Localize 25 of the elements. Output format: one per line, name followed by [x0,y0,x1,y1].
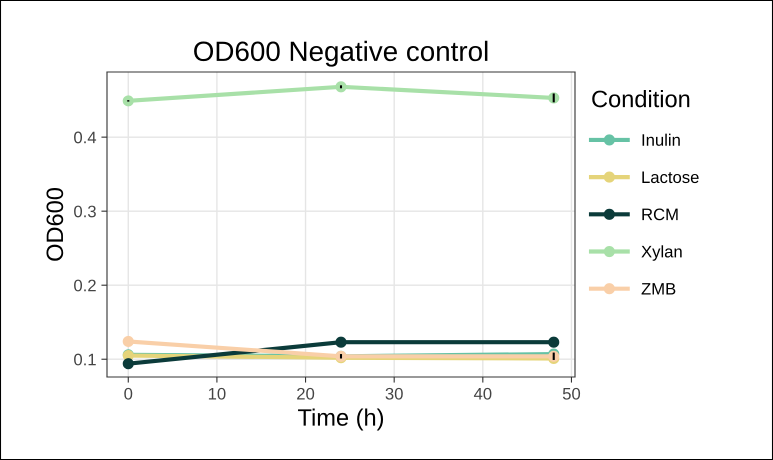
point [122,336,134,348]
x-tick-label: 0 [124,388,132,400]
x-axis-title: Time (h) [298,408,384,431]
x-tick-label: 30 [386,388,403,400]
x-tick-label: 40 [474,388,492,400]
point [335,81,347,92]
legend-label: Xylan [641,245,682,261]
legend-title: Condition [592,90,690,108]
y-tick-label: 0.4 [74,132,96,144]
x-tick-label: 20 [297,388,314,400]
point [548,336,560,348]
legend-label: ZMB [642,283,676,295]
legend-label: Lactose [642,171,699,184]
y-tick-label: 0.2 [74,280,96,292]
y-axis-title: OD600 [46,188,64,261]
x-tick-label: 10 [208,388,226,400]
point [335,336,347,348]
y-tick-label: 0.1 [74,354,96,366]
chart-title: OD600 Negative control [194,40,488,67]
legend-label: RCM [642,208,678,220]
x-tick-label: 50 [562,388,580,400]
y-tick-label: 0.3 [74,206,96,218]
point [122,358,134,370]
legend-label: Inulin [642,134,680,146]
point [122,95,134,106]
